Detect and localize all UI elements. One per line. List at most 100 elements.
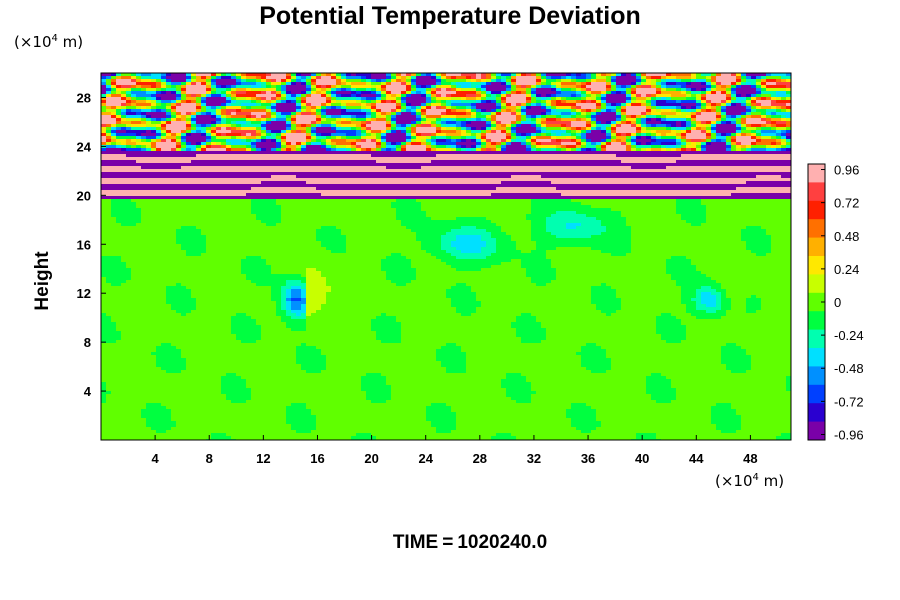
field-cell bbox=[521, 112, 527, 116]
field-cell bbox=[661, 94, 667, 98]
field-cell bbox=[216, 106, 222, 110]
field-cell bbox=[751, 115, 757, 119]
field-cell bbox=[691, 85, 697, 89]
field-cell bbox=[256, 100, 262, 104]
field-cell bbox=[771, 82, 777, 86]
field-cell bbox=[146, 106, 152, 110]
field-cell bbox=[316, 88, 322, 92]
field-cell bbox=[171, 94, 177, 98]
field-cell bbox=[481, 100, 487, 104]
field-cell bbox=[421, 73, 427, 77]
field-cell bbox=[231, 130, 237, 134]
field-cell bbox=[486, 106, 492, 110]
field-cell bbox=[681, 121, 687, 125]
field-cell bbox=[631, 82, 637, 86]
field-cell bbox=[161, 115, 167, 119]
field-cell bbox=[731, 121, 737, 125]
field-cell bbox=[211, 121, 217, 125]
field-cell bbox=[741, 118, 747, 122]
field-cell bbox=[131, 121, 137, 125]
field-cell bbox=[771, 85, 777, 89]
field-cell bbox=[386, 136, 392, 140]
field-cell bbox=[146, 130, 152, 134]
field-cell bbox=[636, 79, 642, 83]
field-cell bbox=[531, 97, 537, 101]
field-cell bbox=[591, 112, 597, 116]
field-cell bbox=[291, 88, 297, 92]
field-cell bbox=[106, 85, 112, 89]
field-cell bbox=[401, 73, 407, 77]
field-cell bbox=[266, 85, 272, 89]
field-cell bbox=[686, 91, 692, 95]
field-cell bbox=[391, 76, 397, 80]
field-cell bbox=[686, 130, 692, 134]
field-cell bbox=[126, 136, 132, 140]
field-cell bbox=[611, 115, 617, 119]
field-cell bbox=[301, 100, 307, 104]
field-cell bbox=[211, 76, 217, 80]
field-cell bbox=[721, 76, 727, 80]
field-cell bbox=[486, 76, 492, 80]
field-cell bbox=[186, 91, 192, 95]
field-cell bbox=[251, 82, 257, 86]
field-cell bbox=[581, 73, 587, 77]
field-cell bbox=[296, 73, 302, 77]
field-cell bbox=[326, 85, 332, 89]
field-cell bbox=[146, 115, 152, 119]
field-cell bbox=[241, 106, 247, 110]
field-cell bbox=[366, 133, 372, 137]
field-cell bbox=[756, 97, 762, 101]
field-cell bbox=[141, 85, 147, 89]
field-cell bbox=[436, 79, 442, 83]
field-cell bbox=[691, 73, 697, 77]
field-cell bbox=[416, 130, 422, 134]
field-cell bbox=[656, 133, 662, 137]
field-cell bbox=[391, 130, 397, 134]
field-cell bbox=[466, 73, 472, 77]
field-cell bbox=[186, 76, 192, 80]
field-cell bbox=[286, 100, 292, 104]
field-cell bbox=[321, 103, 327, 107]
field-cell bbox=[536, 100, 542, 104]
field-cell bbox=[221, 82, 227, 86]
field-cell bbox=[171, 112, 177, 116]
field-cell bbox=[751, 121, 757, 125]
field-cell bbox=[576, 106, 582, 110]
field-cell bbox=[761, 118, 767, 122]
field-cell bbox=[766, 88, 772, 92]
field-cell bbox=[496, 127, 502, 131]
field-cell bbox=[571, 136, 577, 140]
field-cell bbox=[406, 76, 412, 80]
field-cell bbox=[661, 91, 667, 95]
field-cell bbox=[711, 97, 717, 101]
field-cell bbox=[131, 133, 137, 137]
field-cell bbox=[126, 124, 132, 128]
field-cell bbox=[501, 100, 507, 104]
field-cell bbox=[131, 100, 137, 104]
field-cell bbox=[431, 121, 437, 125]
field-cell bbox=[581, 121, 587, 125]
field-cell bbox=[246, 112, 252, 116]
field-cell bbox=[106, 121, 112, 125]
field-cell bbox=[606, 112, 612, 116]
field-cell bbox=[226, 124, 232, 128]
field-cell bbox=[656, 115, 662, 119]
field-cell bbox=[666, 85, 672, 89]
field-cell bbox=[111, 73, 117, 77]
field-cell bbox=[291, 121, 297, 125]
field-cell bbox=[336, 94, 342, 98]
field-cell bbox=[621, 79, 627, 83]
field-cell bbox=[101, 103, 107, 107]
field-cell bbox=[466, 112, 472, 116]
field-cell bbox=[446, 94, 452, 98]
field-cell bbox=[426, 91, 432, 95]
field-cell bbox=[211, 106, 217, 110]
field-cell bbox=[216, 82, 222, 86]
field-cell bbox=[711, 115, 717, 119]
field-cell bbox=[741, 115, 747, 119]
field-cell bbox=[436, 85, 442, 89]
field-cell bbox=[476, 76, 482, 80]
field-cell bbox=[706, 124, 712, 128]
field-cell bbox=[741, 100, 747, 104]
field-cell bbox=[446, 121, 452, 125]
